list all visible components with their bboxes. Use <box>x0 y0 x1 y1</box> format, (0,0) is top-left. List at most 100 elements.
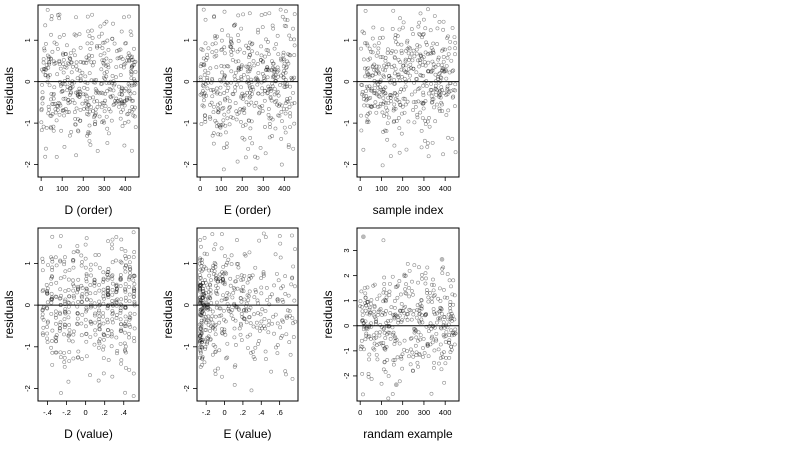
data-point <box>198 287 203 292</box>
data-point <box>200 48 205 52</box>
data-point <box>80 70 85 75</box>
data-point <box>273 79 278 84</box>
data-point <box>57 16 62 21</box>
data-point <box>200 292 205 297</box>
data-point <box>376 46 381 51</box>
data-point <box>93 122 97 126</box>
data-point <box>106 267 111 271</box>
data-point <box>429 326 434 331</box>
data-point <box>118 302 123 307</box>
data-point <box>382 326 386 331</box>
x-axis-label: randam example <box>363 427 453 441</box>
data-point <box>228 105 232 109</box>
data-point <box>85 112 89 116</box>
data-point <box>430 59 435 64</box>
data-point <box>225 64 230 68</box>
data-point <box>289 77 294 82</box>
data-point <box>368 311 373 315</box>
data-point <box>68 91 73 96</box>
data-point <box>101 270 106 275</box>
data-point <box>262 324 267 328</box>
data-point <box>399 67 404 72</box>
data-point <box>124 319 128 324</box>
data-point <box>210 320 215 325</box>
data-point <box>421 83 426 88</box>
data-point <box>433 72 438 77</box>
data-point <box>197 282 202 287</box>
data-point <box>205 78 210 83</box>
data-point <box>378 307 383 311</box>
data-point <box>361 97 366 101</box>
data-point <box>291 26 295 31</box>
data-point <box>270 65 275 70</box>
data-point <box>263 125 267 129</box>
data-point <box>120 124 125 128</box>
data-point <box>275 33 280 38</box>
data-point <box>436 77 440 81</box>
data-point <box>369 321 373 326</box>
data-point <box>49 297 54 301</box>
data-point <box>419 128 424 133</box>
data-point <box>83 256 88 261</box>
data-point <box>93 80 98 85</box>
data-point <box>129 76 134 81</box>
data-point <box>254 75 259 80</box>
data-point <box>233 303 238 308</box>
data-point <box>68 57 72 61</box>
data-point <box>129 83 134 88</box>
data-point <box>97 341 102 346</box>
data-point <box>75 311 80 316</box>
data-point <box>421 32 426 36</box>
data-point <box>373 100 378 105</box>
data-point <box>436 296 441 301</box>
data-point <box>424 79 429 83</box>
data-point <box>97 114 102 119</box>
data-point <box>199 318 204 323</box>
data-point <box>67 333 71 338</box>
data-point <box>203 119 208 124</box>
data-point <box>228 309 233 314</box>
data-point <box>239 75 244 80</box>
data-point <box>200 356 205 361</box>
data-point <box>128 274 132 279</box>
data-point <box>436 75 440 80</box>
data-point <box>198 330 202 334</box>
data-point <box>80 300 84 304</box>
data-point <box>105 303 110 308</box>
data-point <box>200 103 205 108</box>
data-point <box>227 308 231 313</box>
data-point <box>272 92 277 97</box>
y-tick-label: 1 <box>182 38 191 42</box>
data-point <box>368 56 372 61</box>
x-tick-label: 200 <box>396 408 409 417</box>
data-point <box>74 15 78 20</box>
data-point <box>116 98 121 103</box>
data-point <box>200 338 204 343</box>
data-point <box>260 109 265 113</box>
data-point <box>453 327 458 332</box>
data-point <box>414 70 419 75</box>
data-point <box>392 71 397 76</box>
data-point <box>70 79 75 84</box>
data-point <box>437 315 442 320</box>
data-point <box>88 298 93 303</box>
data-point <box>45 79 50 84</box>
data-point <box>115 297 120 302</box>
data-point <box>363 308 368 313</box>
data-point <box>421 32 425 37</box>
data-point <box>402 338 407 343</box>
data-point <box>132 335 136 340</box>
data-point <box>232 326 237 331</box>
data-point <box>57 35 62 40</box>
data-point <box>80 286 85 290</box>
data-point <box>202 94 206 99</box>
data-point <box>213 41 218 46</box>
data-point <box>197 261 202 266</box>
data-point <box>263 151 268 156</box>
data-point <box>132 294 136 299</box>
data-point <box>201 291 206 296</box>
data-point <box>411 66 416 71</box>
data-point <box>394 40 398 44</box>
data-point <box>69 86 74 90</box>
data-point <box>214 305 219 310</box>
